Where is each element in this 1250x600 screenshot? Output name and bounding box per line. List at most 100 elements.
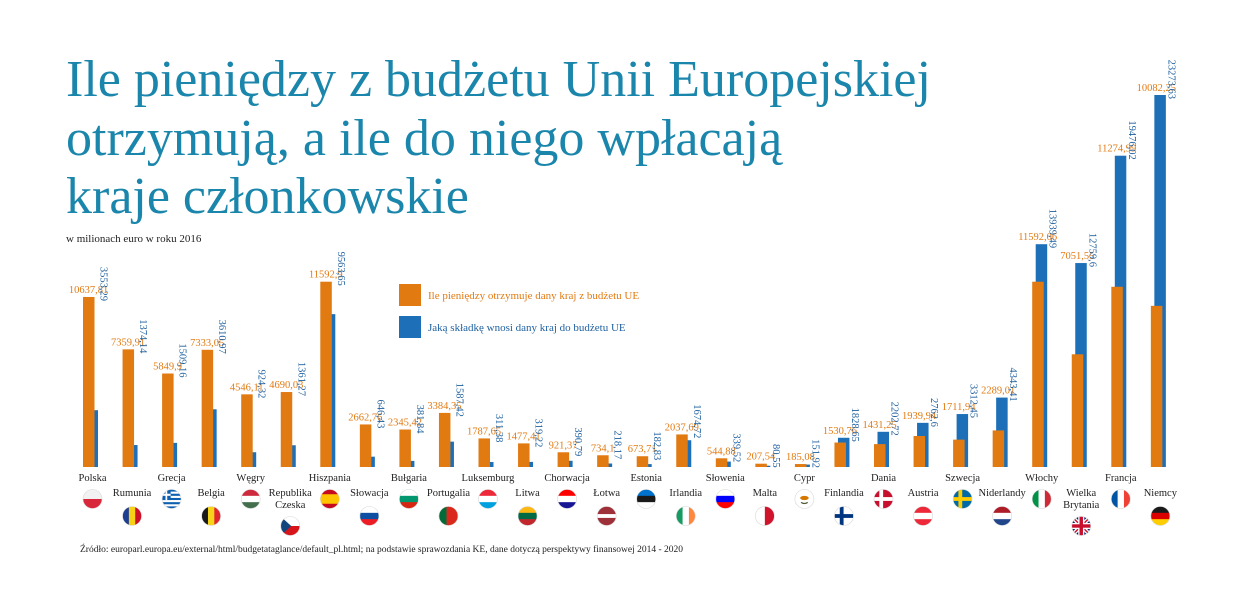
value-contributed-malta: 80,55 (770, 444, 781, 468)
germany-flag-icon (1150, 506, 1170, 526)
value-contributed-portugalia: 1587,42 (453, 383, 464, 417)
value-contributed-austria: 2762,6 (928, 398, 939, 427)
bar-contributed-niemcy (1154, 95, 1166, 467)
bar-received-francja (1111, 286, 1123, 467)
value-received-rumunia: 7359,91 (111, 337, 145, 348)
bar-received-malta (755, 463, 767, 467)
value-contributed-francja: 19476,02 (1126, 120, 1137, 159)
country-label--otwa: Łotwa (593, 488, 620, 499)
value-contributed-szwecja: 3312,45 (968, 384, 979, 418)
sweden-flag-icon (953, 489, 973, 509)
legend-swatch-received (399, 284, 421, 306)
value-received-szwecja: 1711,94 (942, 402, 976, 413)
country-label-polska: Polska (78, 473, 106, 484)
value-received-hiszpania: 11592,9 (309, 270, 343, 281)
bar-received-cypr (794, 464, 807, 467)
value-received-estonia: 673,71 (628, 444, 657, 455)
value-contributed--otwa: 218,17 (612, 430, 623, 459)
legend-swatch-contributed (399, 316, 421, 338)
source-note: Źródło: europarl.europa.eu/external/html… (80, 543, 683, 555)
bar-received-polska (83, 296, 95, 467)
bar-received-bu-garia (399, 429, 411, 467)
value-contributed-niderlandy: 4343,41 (1007, 367, 1018, 401)
romania-flag-icon (122, 506, 142, 526)
uk-flag-icon (1071, 516, 1091, 536)
country-label-w-gry: Węgry (236, 473, 265, 484)
value-contributed-luksemburg: 311,38 (493, 414, 504, 443)
flags-layer (82, 489, 1171, 536)
value-contributed-niemcy: 23273,63 (1165, 60, 1176, 99)
bar-received-litwa (518, 443, 530, 467)
estonia-flag-icon (636, 489, 656, 509)
chart-subtitle: w milionach euro w roku 2016 (66, 233, 202, 245)
value-contributed-s-owacja: 646,43 (374, 400, 385, 429)
country-label-s-owacja: Słowacja (350, 488, 389, 499)
value-received-grecja: 5849,9 (153, 361, 182, 372)
luxembourg-flag-icon (478, 489, 498, 509)
country-label-portugalia: Portugalia (427, 488, 470, 499)
value-received-republika-czeska: 4690,03 (269, 380, 303, 391)
bar-received-niderlandy (992, 430, 1005, 467)
value-contributed-bu-garia: 381,84 (414, 405, 425, 435)
slovakia-flag-icon (359, 506, 379, 526)
value-contributed-litwa: 319,22 (533, 419, 544, 448)
bar-received-estonia (636, 456, 649, 467)
value-received-cypr: 185,08 (786, 452, 815, 463)
value-received-chorwacja: 921,37 (549, 440, 578, 451)
country-label-wielka-brytania: Wielka (1066, 488, 1096, 499)
value-contributed-dania: 2202,72 (889, 402, 900, 436)
country-label-szwecja: Szwecja (945, 473, 980, 484)
chart-title: Ile pieniędzy z budżetu Unii Europejskie… (66, 51, 931, 225)
lithuania-flag-icon (518, 506, 538, 526)
value-contributed-rumunia: 1374,14 (137, 319, 148, 354)
value-contributed-w-gry: 924,32 (256, 369, 267, 398)
greece-flag-icon (162, 489, 182, 509)
bar-received-dania (874, 444, 886, 467)
country-label-w-ochy: Włochy (1025, 473, 1059, 484)
value-contributed-s-owenia: 339,52 (730, 433, 741, 462)
value-received-malta: 207,54 (746, 452, 776, 463)
poland-flag-icon (83, 489, 102, 509)
value-contributed-republika-czeska: 1361,27 (295, 362, 306, 396)
country-label-litwa: Litwa (515, 488, 540, 499)
latvia-flag-icon (597, 506, 617, 526)
value-received-finlandia: 1530,76 (823, 426, 857, 437)
value-received-portugalia: 3384,35 (427, 401, 461, 412)
country-label-bu-garia: Bułgaria (391, 473, 427, 484)
value-received-w-gry: 4546,11 (230, 382, 264, 393)
legend-label-contributed: Jaką składkę wnosi dany kraj do budżetu … (428, 322, 626, 334)
value-contributed-cypr: 151,92 (809, 439, 820, 468)
country-label-wielka-brytania: Brytania (1063, 500, 1099, 511)
ireland-flag-icon (676, 506, 696, 526)
cyprus-flag-icon (794, 489, 814, 509)
bar-received--otwa (597, 455, 609, 467)
hungary-flag-icon (241, 489, 261, 509)
value-received-litwa: 1477,41 (506, 431, 540, 442)
legend: Ile pieniędzy otrzymuje dany kraj z budż… (399, 284, 639, 338)
bar-received-niemcy (1150, 305, 1163, 467)
bar-received-wielka-brytania (1071, 354, 1084, 467)
country-label-niemcy: Niemcy (1144, 488, 1178, 499)
value-received-austria: 1939,94 (902, 411, 937, 422)
value-received--otwa: 734,1 (591, 443, 615, 454)
value-received-luksemburg: 1787,65 (467, 426, 501, 437)
france-flag-icon (1111, 489, 1131, 509)
value-contributed-wielka-brytania: 12759,6 (1086, 233, 1097, 267)
country-label-estonia: Estonia (630, 473, 662, 484)
finland-flag-icon (834, 506, 854, 526)
bar-received-szwecja (953, 439, 965, 467)
spain-flag-icon (320, 489, 340, 509)
country-label-luksemburg: Luksemburg (462, 473, 516, 484)
country-label-austria: Austria (908, 488, 939, 499)
portugal-flag-icon (438, 506, 458, 526)
bar-received-w-ochy (1032, 281, 1044, 467)
country-label-republika-czeska: Czeska (275, 500, 306, 511)
bar-received-w-gry (241, 394, 253, 467)
netherlands-flag-icon (992, 506, 1012, 526)
country-label-cypr: Cypr (794, 473, 816, 484)
bar-received-s-owacja (359, 424, 372, 467)
chart-title-line-3: kraje członkowskie (66, 168, 469, 225)
country-label-francja: Francja (1105, 473, 1137, 484)
value-received-s-owenia: 544,88 (707, 446, 736, 457)
